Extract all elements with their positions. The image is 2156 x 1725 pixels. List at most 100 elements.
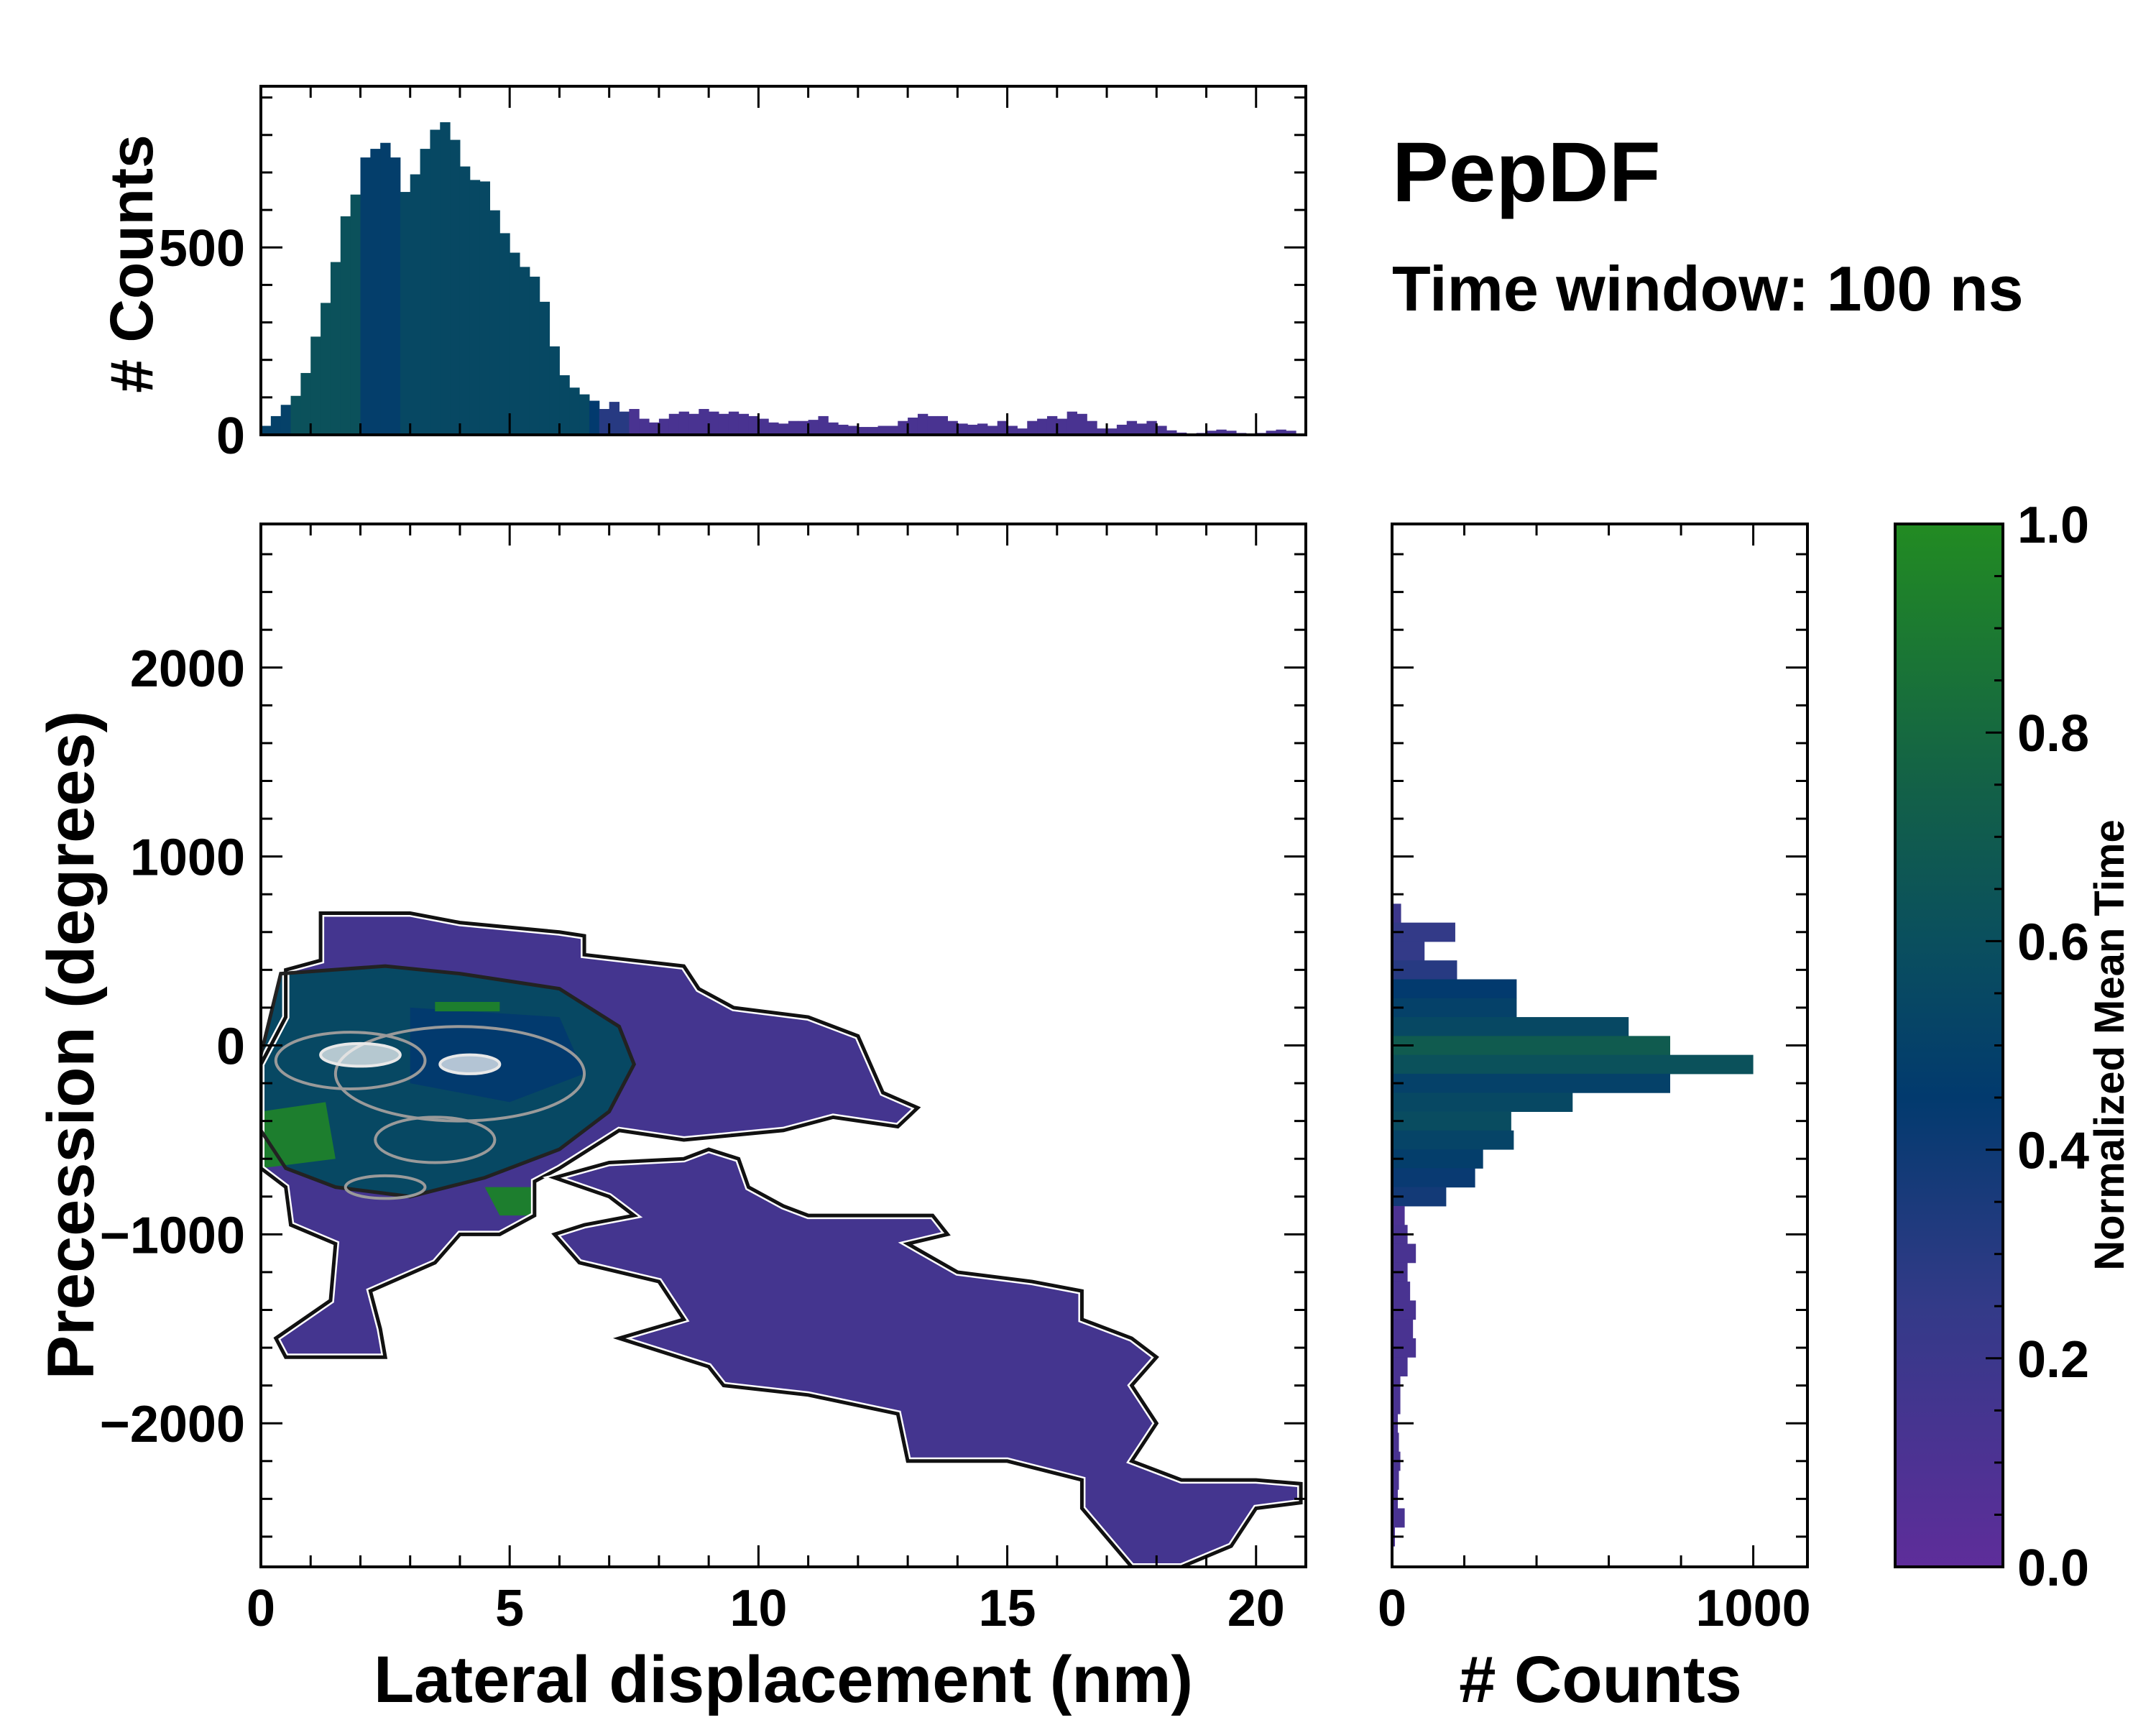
histogram-bar <box>1392 903 1401 924</box>
histogram-bar <box>589 400 600 435</box>
histogram-bar <box>1392 1168 1475 1188</box>
main-y-tick-label: −2000 <box>100 1396 245 1453</box>
density-contour <box>438 1053 502 1075</box>
density-contour <box>344 1174 427 1200</box>
histogram-bar <box>400 192 411 435</box>
colorbar-label: Normalized Mean Time <box>2086 819 2133 1270</box>
histogram-bar <box>579 394 590 435</box>
histogram-bar <box>1126 420 1138 435</box>
histogram-bar <box>469 180 481 435</box>
histogram-bar <box>748 415 759 435</box>
main-x-tick-label: 15 <box>979 1580 1036 1637</box>
histogram-bar <box>270 415 282 435</box>
histogram-bar <box>410 174 421 435</box>
histogram-bar <box>489 210 500 435</box>
histogram-bar <box>1017 428 1028 435</box>
histogram-bar <box>261 426 272 435</box>
histogram-bar <box>1392 941 1425 961</box>
histogram-bar <box>1136 423 1147 435</box>
figure-title: PepDF <box>1392 125 1661 220</box>
histogram-bar <box>1077 413 1087 435</box>
histogram-bar <box>977 423 988 435</box>
right-x-tick-label: 1000 <box>1696 1580 1811 1637</box>
histogram-bar <box>649 422 660 435</box>
histogram-bar <box>390 157 401 435</box>
histogram-bar <box>699 409 709 435</box>
histogram-bar <box>917 413 929 435</box>
histogram-bar <box>957 423 968 435</box>
main-y-tick-label: 1000 <box>130 829 245 887</box>
density-contour <box>374 1116 497 1164</box>
histogram-bar <box>728 411 740 435</box>
histogram-bar <box>798 420 809 435</box>
histogram-bar <box>768 422 779 435</box>
histogram-bar <box>1027 420 1038 435</box>
main-y-tick-label: 0 <box>216 1018 245 1076</box>
histogram-bar <box>520 267 530 435</box>
contour-outer <box>548 1147 1303 1567</box>
main-x-tick-label: 5 <box>495 1580 524 1637</box>
histogram-bar <box>1097 428 1107 435</box>
colorbar-tick-label: 0.2 <box>2017 1331 2089 1389</box>
histogram-bar <box>857 427 869 435</box>
colorbar-tick-label: 0.4 <box>2017 1123 2089 1180</box>
histogram-bar <box>997 420 1008 435</box>
histogram-bar <box>808 420 819 435</box>
histogram-bar <box>908 418 918 435</box>
main-heatmap: 0 5 10 15 20 2000 1000 0 −1000 −2000 <box>100 523 1307 1637</box>
main-x-axis-label: Lateral displacement (nm) <box>374 1643 1193 1716</box>
histogram-bar <box>888 426 898 435</box>
histogram-bar <box>280 405 292 435</box>
main-x-tick-label: 0 <box>247 1580 275 1637</box>
histogram-bar <box>1046 415 1058 435</box>
histogram-bar <box>788 420 799 435</box>
histogram-bar <box>479 181 490 435</box>
top-histogram: 0 500 <box>159 85 1307 465</box>
histogram-bar <box>1392 1036 1671 1056</box>
histogram-bar <box>1007 426 1018 435</box>
histogram-bar <box>718 413 729 435</box>
histogram-bar <box>380 142 391 435</box>
histogram-bar <box>668 413 680 435</box>
histogram-bar <box>510 252 520 435</box>
histogram-bar <box>599 409 610 435</box>
histogram-bar <box>559 375 570 435</box>
histogram-bar <box>867 427 879 435</box>
heatmap-layer <box>261 909 1305 1567</box>
right-histogram: 0 1000 <box>1378 523 1811 1637</box>
histogram-bar <box>1392 1282 1411 1301</box>
histogram-bar <box>1107 428 1118 435</box>
colorbar-tick-label: 0.8 <box>2017 705 2089 763</box>
histogram-bar <box>1392 1130 1514 1150</box>
histogram-bar <box>848 426 859 435</box>
heatmap-region <box>484 1187 535 1216</box>
histogram-bar <box>529 276 540 435</box>
heatmap-region <box>261 1102 336 1169</box>
histogram-bar <box>1116 424 1128 435</box>
histogram-bar <box>350 194 361 435</box>
histogram-bar <box>1156 426 1167 435</box>
density-contour <box>319 1041 402 1068</box>
main-y-tick-label: 2000 <box>130 640 245 698</box>
histogram-bar <box>1392 998 1517 1018</box>
histogram-bar <box>658 418 670 435</box>
histogram-bar <box>738 413 750 435</box>
histogram-bar <box>1037 418 1048 435</box>
colorbar-bar <box>1894 523 2004 1568</box>
histogram-bar <box>1216 429 1227 435</box>
histogram-bar <box>1392 1470 1399 1490</box>
histogram-bar <box>420 149 430 435</box>
histogram-bar <box>499 233 510 435</box>
histogram-bar <box>877 426 888 435</box>
heatmap-region <box>410 1007 585 1103</box>
right-x-tick-label: 0 <box>1378 1580 1406 1637</box>
histogram-bar <box>310 336 321 435</box>
histogram-bar <box>1276 429 1286 435</box>
histogram-bar <box>1392 1243 1416 1264</box>
histogram-bar <box>1226 431 1237 435</box>
histogram-bar <box>1266 431 1276 435</box>
histogram-bar <box>1067 411 1078 435</box>
top-y-tick-label: 500 <box>159 220 245 277</box>
histogram-bar <box>440 122 451 435</box>
